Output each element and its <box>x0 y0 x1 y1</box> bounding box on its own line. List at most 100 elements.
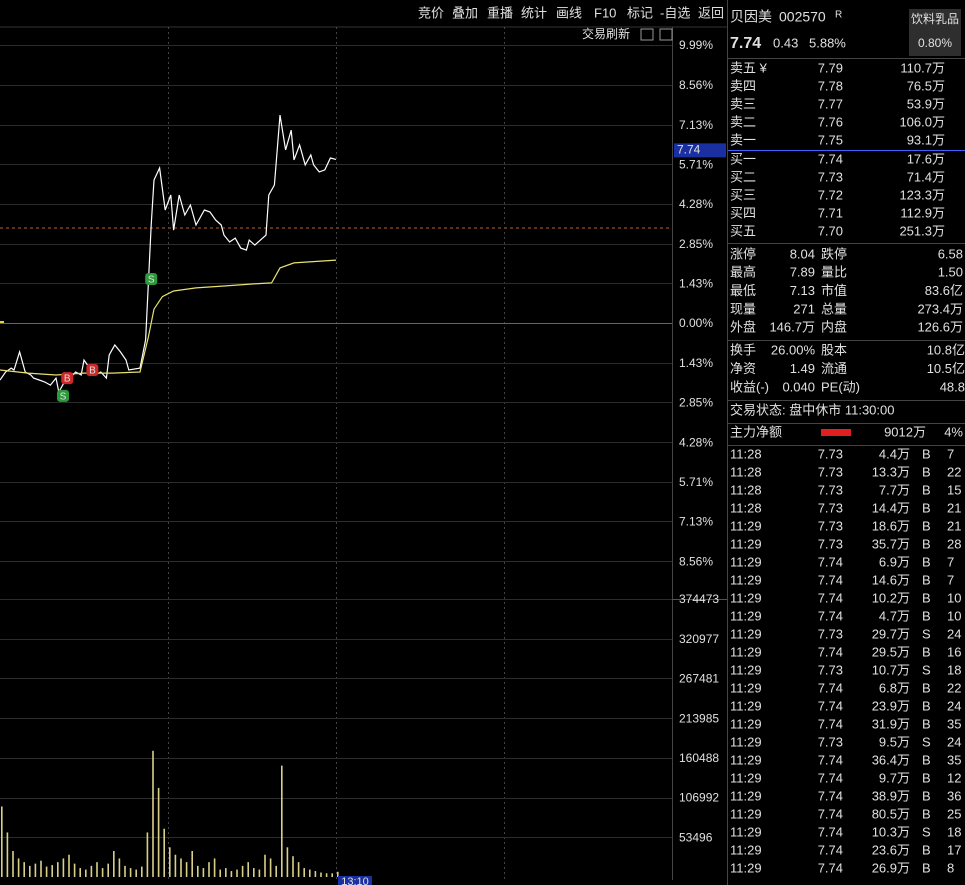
book-price: 7.70 <box>818 223 843 238</box>
volume-bar <box>68 854 70 877</box>
tick-time: 11:29 <box>730 590 762 605</box>
y-tick-label: 2.85% <box>679 395 713 409</box>
toolbar-button[interactable]: 返回 <box>698 5 724 20</box>
y-tick-label: 5.71% <box>679 475 713 489</box>
toolbar-button[interactable]: 统计 <box>521 5 547 20</box>
tick-volume: 13.3万 <box>872 464 910 479</box>
toolbar-button[interactable]: 重播 <box>487 5 513 20</box>
tick-price: 7.74 <box>818 698 843 713</box>
toolbar-button[interactable]: 标记 <box>627 5 653 20</box>
tick-price: 7.73 <box>818 482 843 497</box>
tick-price: 7.74 <box>818 716 843 731</box>
tick-time: 11:29 <box>730 734 762 749</box>
tick-side: B <box>922 680 931 695</box>
tick-count: 35 <box>947 716 961 731</box>
toolbar-button[interactable]: 竞价 <box>418 5 444 20</box>
volume-bar <box>236 869 238 877</box>
fund-value: 10.5亿 <box>927 361 965 376</box>
volume-bar <box>163 828 165 877</box>
tick-time: 11:28 <box>730 482 762 497</box>
cursor-label: 13:10 <box>341 876 369 885</box>
tick-price: 7.74 <box>818 842 843 857</box>
tick-side: B <box>922 842 931 857</box>
tick-side: B <box>922 446 931 461</box>
book-price: 7.75 <box>818 132 843 147</box>
volume-bar <box>213 858 216 877</box>
tick-count: 21 <box>947 500 961 515</box>
fund-value: 48.8 <box>940 379 965 394</box>
tick-volume: 6.9万 <box>879 554 910 569</box>
tick-side: S <box>922 662 931 677</box>
stat-value: 7.13 <box>790 283 815 298</box>
y-tick-label: 4.28% <box>679 197 713 211</box>
tick-volume: 29.5万 <box>872 644 910 659</box>
tick-price: 7.74 <box>818 770 843 785</box>
tick-side: B <box>922 554 931 569</box>
tick-price: 7.73 <box>818 734 843 749</box>
tick-time: 11:29 <box>730 698 762 713</box>
tick-side: B <box>922 860 931 875</box>
price-line <box>0 115 337 394</box>
book-label: 卖三 <box>730 96 756 111</box>
tick-volume: 10.2万 <box>872 590 910 605</box>
volume-bar <box>325 873 328 877</box>
tick-time: 11:29 <box>730 806 762 821</box>
tick-volume: 23.9万 <box>872 698 910 713</box>
tick-count: 7 <box>947 446 954 461</box>
tick-price: 7.74 <box>818 806 843 821</box>
volume-bar <box>320 872 322 877</box>
sector-box[interactable] <box>909 9 961 56</box>
volume-bar <box>96 862 98 877</box>
tick-side: B <box>922 500 931 515</box>
volume-bar <box>51 865 53 877</box>
volume-bar <box>208 862 210 877</box>
volume-bar <box>191 851 193 877</box>
book-label: 买一 <box>730 151 756 166</box>
tick-count: 36 <box>947 788 961 803</box>
volume-bar <box>40 860 42 877</box>
icon[interactable] <box>640 28 654 41</box>
book-label: 买二 <box>730 169 756 184</box>
tick-side: B <box>922 482 931 497</box>
tick-count: 8 <box>947 860 954 875</box>
tick-volume: 4.7万 <box>879 608 910 623</box>
tick-side: B <box>922 788 931 803</box>
tick-volume: 4.4万 <box>879 446 910 461</box>
fund-value: 26.00% <box>771 342 816 357</box>
toolbar-button[interactable]: 画线 <box>556 5 582 20</box>
stat-value: 271 <box>793 301 815 316</box>
tick-time: 11:29 <box>730 752 762 767</box>
volume-bar <box>286 847 289 877</box>
tick-time: 11:28 <box>730 464 762 479</box>
volume-bar <box>79 868 81 877</box>
sector[interactable]: 饮料乳品 <box>911 12 959 26</box>
volume-bar <box>146 832 149 877</box>
tick-count: 18 <box>947 824 961 839</box>
tick-volume: 7.7万 <box>879 482 910 497</box>
tick-time: 11:29 <box>730 842 762 857</box>
toolbar-button[interactable]: F10 <box>594 5 616 20</box>
tick-time: 11:29 <box>730 626 762 641</box>
tick-side: B <box>922 464 931 479</box>
volume-bar <box>113 851 115 877</box>
icon[interactable] <box>659 28 673 41</box>
y-tick-label: 9.99% <box>679 38 713 52</box>
toolbar-button[interactable]: 叠加 <box>452 5 478 20</box>
toolbar-button[interactable]: -自选 <box>660 5 690 20</box>
tick-count: 10 <box>947 590 961 605</box>
stat-value: 273.4万 <box>917 301 963 316</box>
trade-marker-label: S <box>60 392 67 403</box>
stat-label: 外盘 <box>730 320 756 335</box>
y-tick-label: 7.13% <box>679 118 713 132</box>
book-volume: 106.0万 <box>899 114 945 129</box>
tick-volume: 31.9万 <box>872 716 910 731</box>
tick-time: 11:29 <box>730 518 762 533</box>
volume-bar <box>73 863 76 877</box>
trade-marker-label: B <box>89 366 96 377</box>
book-label: 买四 <box>730 205 756 220</box>
volume-bar <box>174 854 177 877</box>
volume-bar <box>202 868 205 877</box>
volume-bar <box>337 871 339 877</box>
trade-marker <box>57 389 69 402</box>
